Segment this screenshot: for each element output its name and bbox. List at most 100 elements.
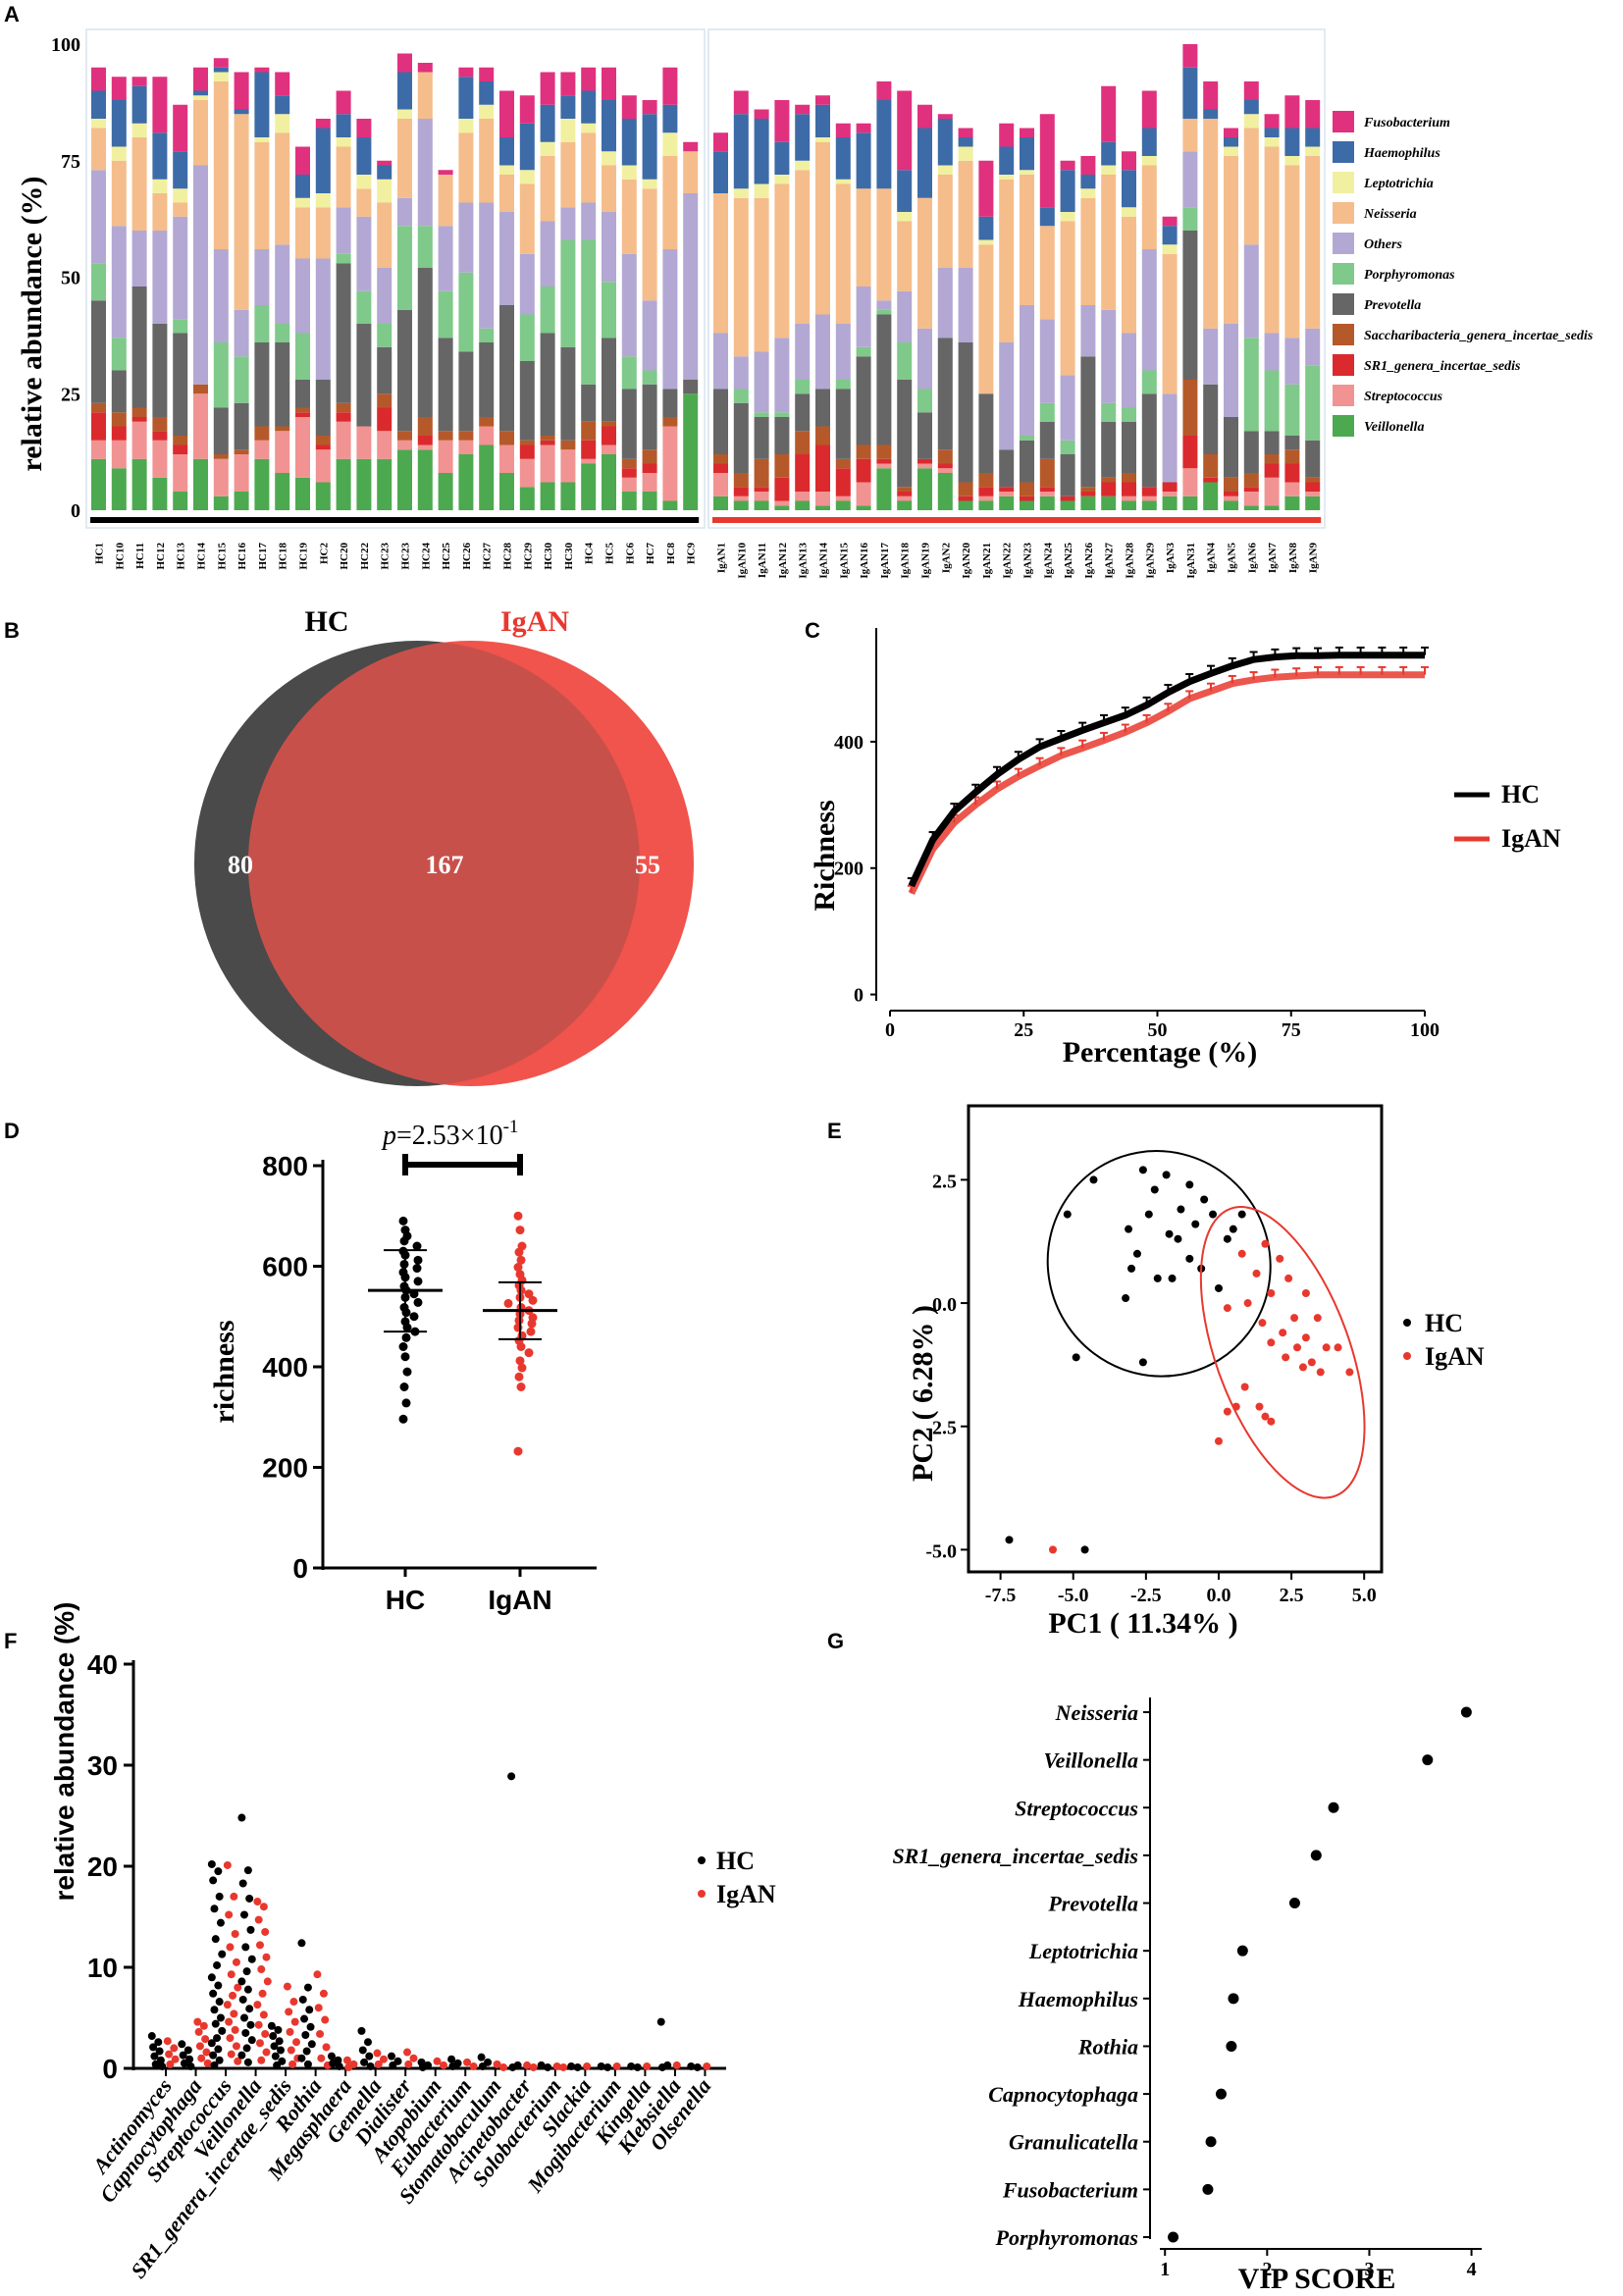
bar-segment-streptococcus <box>795 492 811 501</box>
bar-segment-streptococcus <box>999 492 1015 496</box>
panel-f-point-igan <box>223 2001 232 2009</box>
bar-segment-porphyromonas <box>234 356 249 403</box>
bar-segment-prevotella <box>336 263 351 403</box>
panel-f-point-igan <box>313 1970 322 1979</box>
bar-segment-leptotrichia <box>295 197 310 208</box>
panel-f-point-igan <box>612 2061 621 2070</box>
bar-segment-leptotrichia <box>458 119 474 133</box>
sample-label: HC23 <box>380 543 392 570</box>
panel-f-point-igan <box>287 2046 295 2055</box>
bar-segment-veillonella <box>774 505 790 510</box>
sample-label: HC10 <box>114 543 126 570</box>
bar-segment-streptococcus <box>193 393 208 459</box>
bar-segment-saccharibacteria_genera_incertae_sedis <box>397 431 412 441</box>
bar-segment-others <box>774 338 790 413</box>
bar-segment-fusobacterium <box>581 67 597 91</box>
bar-segment-leptotrichia <box>1162 244 1178 254</box>
bar-segment-saccharibacteria_genera_incertae_sedis <box>1101 477 1117 483</box>
bar-segment-neisseria <box>1305 156 1321 329</box>
bar-segment-saccharibacteria_genera_incertae_sedis <box>795 431 811 454</box>
panel-e-point-hc <box>1125 1225 1133 1233</box>
panel-a-y-tick: 25 <box>61 384 80 405</box>
bar-segment-saccharibacteria_genera_incertae_sedis <box>876 444 892 459</box>
bar-segment-neisseria <box>1122 216 1136 334</box>
panel-f-point-hc <box>307 2040 316 2049</box>
bar-segment-leptotrichia <box>1305 146 1321 156</box>
bar-segment-veillonella <box>315 482 331 510</box>
bar-segment-saccharibacteria_genera_incertae_sedis <box>1039 458 1055 488</box>
panel-f-point-igan <box>290 2017 299 2026</box>
bar-segment-others <box>377 268 393 324</box>
panel-f-point-hc <box>360 2058 369 2066</box>
panel-f-point-hc <box>357 2026 366 2035</box>
panel-f-point-hc <box>303 2060 312 2068</box>
legend-label-veillonella: Veillonella <box>1364 420 1424 435</box>
bar-segment-neisseria <box>1243 128 1259 245</box>
sample-label: HC6 <box>624 543 636 565</box>
panel-d-point-hc <box>412 1264 422 1274</box>
bar-segment-leptotrichia <box>774 175 790 184</box>
bar-segment-veillonella <box>152 477 168 510</box>
panel-e-point-igan <box>1284 1274 1293 1282</box>
bar-segment-others <box>1020 305 1034 436</box>
panel-c-y-tick: 0 <box>854 985 864 1007</box>
bar-segment-streptococcus <box>937 468 953 473</box>
bar-segment-prevotella <box>1224 417 1238 478</box>
legend-swatch-leptotrichia <box>1333 172 1354 193</box>
bar-segment-leptotrichia <box>642 179 657 189</box>
bar-segment-fusobacterium <box>458 67 474 78</box>
bar-segment-saccharibacteria_genera_incertae_sedis <box>581 421 597 441</box>
bar-segment-others <box>315 258 331 380</box>
panel-f-point-igan <box>166 2060 175 2068</box>
panel-f-point-hc <box>243 1985 252 1994</box>
sample-label: HC14 <box>196 543 208 570</box>
panel-e-point-hc <box>1132 1249 1141 1258</box>
bar-segment-fusobacterium <box>1060 160 1075 171</box>
panel-e-point-hc <box>1191 1220 1200 1228</box>
bar-segment-neisseria <box>1182 119 1198 152</box>
panel-f-point-hc <box>183 2046 192 2055</box>
bar-segment-haemophilus <box>856 132 871 189</box>
panel-g-y-tick: Neisseria <box>1055 1700 1138 1725</box>
panel-f-y-tick: 10 <box>87 1953 118 1983</box>
bar-segment-others <box>1203 328 1219 385</box>
panel-label-b: B <box>4 618 20 643</box>
bar-segment-fusobacterium <box>754 109 769 119</box>
sample-label: IgAN17 <box>879 543 891 579</box>
bar-segment-prevotella <box>377 346 393 394</box>
panel-f-point-igan <box>344 2062 353 2071</box>
panel-g-y-tick: Capnocytophaga <box>988 2082 1138 2107</box>
bar-segment-sr1_genera_incertae_sedis <box>1060 496 1075 501</box>
bar-segment-saccharibacteria_genera_incertae_sedis <box>336 402 351 413</box>
bar-segment-streptococcus <box>815 492 830 506</box>
bar-segment-leptotrichia <box>754 183 769 198</box>
bar-segment-others <box>540 221 555 287</box>
bar-segment-sr1_genera_incertae_sedis <box>897 492 913 496</box>
bar-segment-veillonella <box>1264 505 1280 510</box>
panel-g-x-tick: 2 <box>1262 2259 1272 2280</box>
bar-segment-sr1_genera_incertae_sedis <box>999 487 1015 492</box>
panel-f-point-hc <box>633 2062 642 2071</box>
bar-segment-others <box>856 287 871 347</box>
bar-segment-porphyromonas <box>540 287 555 334</box>
bar-segment-prevotella <box>479 342 495 417</box>
bar-segment-prevotella <box>1305 440 1321 478</box>
bar-segment-leptotrichia <box>602 151 616 166</box>
panel-f-point-hc <box>477 2053 486 2061</box>
bar-segment-prevotella <box>683 380 699 394</box>
bar-segment-others <box>581 202 597 240</box>
panel-f-point-hc <box>211 1935 220 1944</box>
sample-label: HC24 <box>420 543 432 570</box>
bar-segment-veillonella <box>662 500 678 510</box>
bar-segment-streptococcus <box>417 444 433 450</box>
panel-f-point-igan <box>226 1943 235 1952</box>
panel-a-y-tick: 50 <box>61 268 80 289</box>
bar-segment-leptotrichia <box>131 123 147 137</box>
panel-f-point-igan <box>171 2055 180 2063</box>
bar-segment-porphyromonas <box>1101 402 1117 422</box>
bar-segment-haemophilus <box>131 85 147 124</box>
panel-f-point-hc <box>151 2060 160 2068</box>
bar-segment-haemophilus <box>315 128 331 193</box>
panel-f-point-hc <box>243 2058 252 2066</box>
panel-f-point-hc <box>216 2013 225 2022</box>
